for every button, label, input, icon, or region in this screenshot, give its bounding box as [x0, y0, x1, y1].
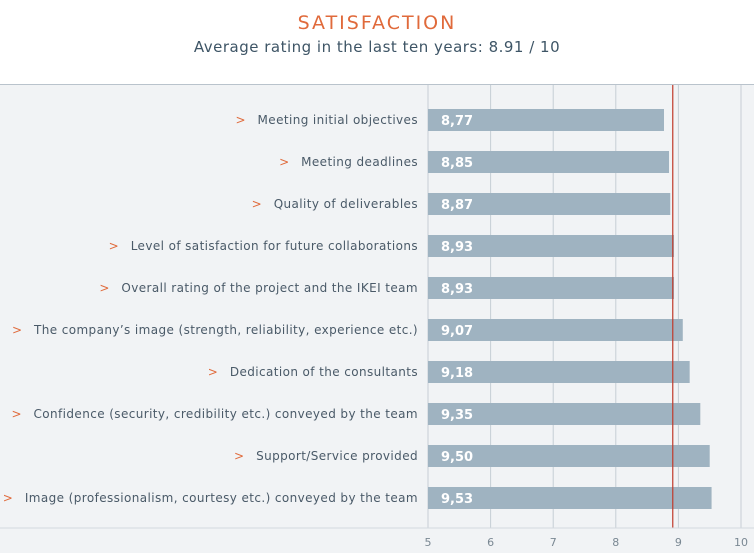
- bar-value-label: 9,18: [441, 366, 473, 381]
- category-bullet: >: [12, 323, 22, 337]
- category-label: Confidence (security, credibility etc.) …: [34, 407, 418, 421]
- chart-subtitle: Average rating in the last ten years: 8.…: [193, 38, 561, 56]
- category-bullet: >: [252, 197, 262, 211]
- chart-title: SATISFACTION: [297, 12, 457, 34]
- bar-value-label: 9,50: [441, 450, 473, 465]
- bar: [428, 319, 683, 341]
- x-tick-label: 9: [675, 536, 682, 549]
- bar: [428, 109, 665, 131]
- category-bullet: >: [279, 155, 289, 169]
- bar: [428, 361, 690, 383]
- chart-header: SATISFACTION Average rating in the last …: [0, 0, 754, 85]
- bar-value-label: 8,87: [441, 198, 473, 213]
- category-bullet: >: [234, 449, 244, 463]
- category-bullet: >: [3, 491, 13, 505]
- category-bullet: >: [208, 365, 218, 379]
- bar-value-label: 8,85: [441, 156, 473, 171]
- bar: [428, 151, 670, 173]
- bar-value-label: 9,35: [441, 408, 473, 423]
- category-label: Quality of deliverables: [274, 197, 418, 211]
- category-label: Support/Service provided: [256, 449, 418, 463]
- category-bullet: >: [99, 281, 109, 295]
- bar-value-label: 8,93: [441, 240, 473, 255]
- category-label: Overall rating of the project and the IK…: [121, 281, 418, 295]
- category-label: Level of satisfaction for future collabo…: [131, 239, 418, 253]
- category-label: The company’s image (strength, reliabili…: [33, 323, 418, 337]
- bar-value-label: 9,07: [441, 324, 473, 339]
- category-bullet: >: [11, 407, 21, 421]
- category-label: Meeting deadlines: [301, 155, 418, 169]
- category-label: Meeting initial objectives: [258, 113, 418, 127]
- x-tick-label: 6: [487, 536, 494, 549]
- category-bullet: >: [109, 239, 119, 253]
- x-tick-label: 7: [550, 536, 557, 549]
- x-tick-label: 10: [734, 536, 748, 549]
- bar: [428, 193, 671, 215]
- category-bullet: >: [235, 113, 245, 127]
- bar: [428, 445, 710, 467]
- bar: [428, 403, 701, 425]
- bar-value-label: 9,53: [441, 492, 473, 507]
- bar: [428, 235, 675, 257]
- x-tick-label: 5: [425, 536, 432, 549]
- category-label: Dedication of the consultants: [230, 365, 418, 379]
- bar-value-label: 8,93: [441, 282, 473, 297]
- bar: [428, 277, 675, 299]
- x-tick-label: 8: [612, 536, 619, 549]
- bar: [428, 487, 712, 509]
- category-label: Image (professionalism, courtesy etc.) c…: [25, 491, 418, 505]
- bar-value-label: 8,77: [441, 114, 473, 129]
